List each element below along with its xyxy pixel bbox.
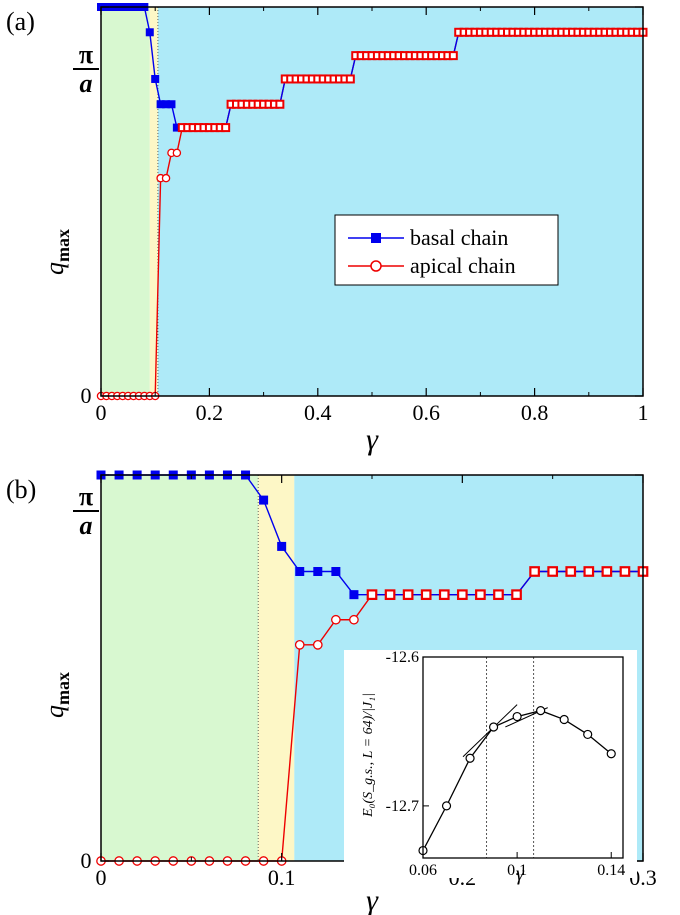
inset-y-tick-label: -12.7 — [386, 798, 419, 815]
legend-apical-label: apical chain — [410, 253, 516, 278]
a-shared-point — [345, 74, 355, 84]
panel-b-y-top-label: π a — [73, 482, 99, 540]
inset-point — [559, 714, 569, 725]
inset-point — [512, 711, 522, 722]
inset-tangent-line — [462, 704, 518, 758]
legend-apical-marker — [370, 260, 382, 272]
a-x-tick-label: 0.8 — [521, 400, 549, 425]
panel-a: (a) 0 0.2 0.4 0.6 0.8 1 π a 0 qmax γ basal ch… — [6, 3, 649, 456]
inset-ylabel: E₀(S_g.s., L = 64)/|J₁| — [361, 693, 376, 818]
svg-text:qmax: qmax — [40, 672, 73, 718]
a-basal-point — [156, 100, 165, 109]
inset-x-tick-label: 0.14 — [597, 862, 625, 879]
b-shared-point — [547, 566, 559, 577]
b-apical-point — [294, 639, 305, 650]
b-basal-point — [277, 541, 287, 551]
b-shared-point — [366, 589, 378, 601]
panel-b: (b) 00.10.20.3 π a 0 qmax γ 0.060.10.14-… — [6, 470, 657, 915]
b-x-tick-label: 0.1 — [268, 865, 296, 890]
a-basal-point — [145, 28, 154, 37]
inset-chart: 0.06 0.1 0.14 -12.6 -12.7 E₀(S_g.s., L = 64)… — [344, 649, 637, 885]
b-shared-point — [601, 566, 613, 577]
b-shared-point — [583, 566, 595, 577]
legend-box — [334, 214, 559, 286]
a-shared-point — [275, 99, 285, 109]
svg-text:qmax: qmax — [40, 229, 73, 275]
panel-a-xlabel: γ — [366, 423, 379, 456]
a-region-green — [101, 7, 150, 396]
a-basal-point — [162, 100, 171, 109]
panel-a-y-axis-title: qmax — [40, 229, 73, 275]
inset-point — [441, 801, 452, 811]
panel-b-ylabel-main: q — [40, 705, 69, 718]
b-basal-point — [295, 567, 305, 576]
inset-point — [536, 705, 546, 716]
a-basal-point — [167, 100, 176, 109]
b-shared-point — [493, 589, 504, 601]
panel-a-ylabel-sub: max — [53, 229, 73, 262]
b-shared-point — [529, 566, 540, 577]
inset-x-tick-label: 0.06 — [409, 862, 437, 879]
b-basal-point — [349, 590, 359, 600]
panel-a-label: (a) — [6, 7, 35, 36]
inset-xlabel: γ — [516, 863, 525, 885]
a-x-tick-label: 0.4 — [304, 400, 332, 425]
b-region-yellow — [258, 475, 295, 861]
legend: basal chain apical chain — [334, 214, 559, 286]
b-shared-point — [511, 589, 522, 601]
b-basal-point — [331, 567, 341, 576]
panel-b-label: (b) — [6, 475, 36, 504]
a-region-blue — [157, 7, 643, 396]
b-shared-point — [619, 566, 631, 577]
legend-basal-marker — [371, 233, 381, 243]
a-x-tick-label: 0.6 — [412, 400, 440, 425]
inset-point — [488, 722, 499, 732]
inset-frame — [422, 656, 624, 859]
panel-b-y-axis-title: qmax — [40, 672, 73, 718]
a-apical-point — [161, 173, 171, 183]
b-shared-point — [475, 589, 486, 601]
b-shared-point — [565, 566, 577, 577]
inset-background — [344, 650, 637, 878]
panel-b-ylabel-sub: max — [53, 672, 73, 705]
a-shared-point — [221, 123, 231, 133]
panel-b-y-top-a: a — [80, 511, 93, 540]
a-x-tick-label: 0 — [96, 400, 107, 425]
panel-a-y-zero-label: 0 — [81, 383, 92, 408]
a-x-tick-label: 1 — [638, 400, 649, 425]
b-basal-point — [259, 495, 269, 505]
b-apical-point — [331, 614, 341, 625]
inset-y-tick-label: -12.6 — [386, 649, 419, 666]
b-shared-point — [384, 589, 396, 601]
panel-b-y-top-pi: π — [79, 482, 93, 511]
inset-y-axis-title: E₀(S_g.s., L = 64)/|J₁| — [361, 693, 376, 818]
b-apical-point — [312, 639, 323, 650]
a-shared-point — [448, 51, 458, 61]
panel-b-xlabel: γ — [366, 884, 379, 915]
panel-a-ylabel-main: q — [40, 262, 69, 275]
a-apical-point — [172, 148, 182, 158]
b-x-tick-label: 0 — [96, 865, 107, 890]
panel-a-y-top-a: a — [80, 69, 93, 98]
panel-a-y-top-pi: π — [79, 40, 93, 69]
inset-point — [583, 729, 593, 740]
inset-point — [606, 749, 616, 759]
b-basal-point — [313, 567, 323, 576]
b-apical-point — [349, 614, 359, 625]
b-region-green — [101, 475, 259, 861]
inset-point — [465, 753, 475, 763]
a-basal-point — [151, 74, 160, 83]
inset-x-tick-label: 0.1 — [507, 862, 527, 879]
a-region-yellow — [149, 7, 158, 396]
panel-b-y-zero-label: 0 — [81, 848, 92, 873]
b-shared-point — [402, 589, 414, 601]
b-shared-point — [438, 589, 450, 601]
b-shared-point — [420, 589, 432, 601]
panel-a-y-top-label: π a — [73, 40, 99, 98]
b-shared-point — [456, 589, 468, 601]
a-basal-point — [172, 123, 181, 132]
legend-basal-label: basal chain — [410, 225, 508, 250]
a-x-tick-label: 0.2 — [196, 400, 224, 425]
